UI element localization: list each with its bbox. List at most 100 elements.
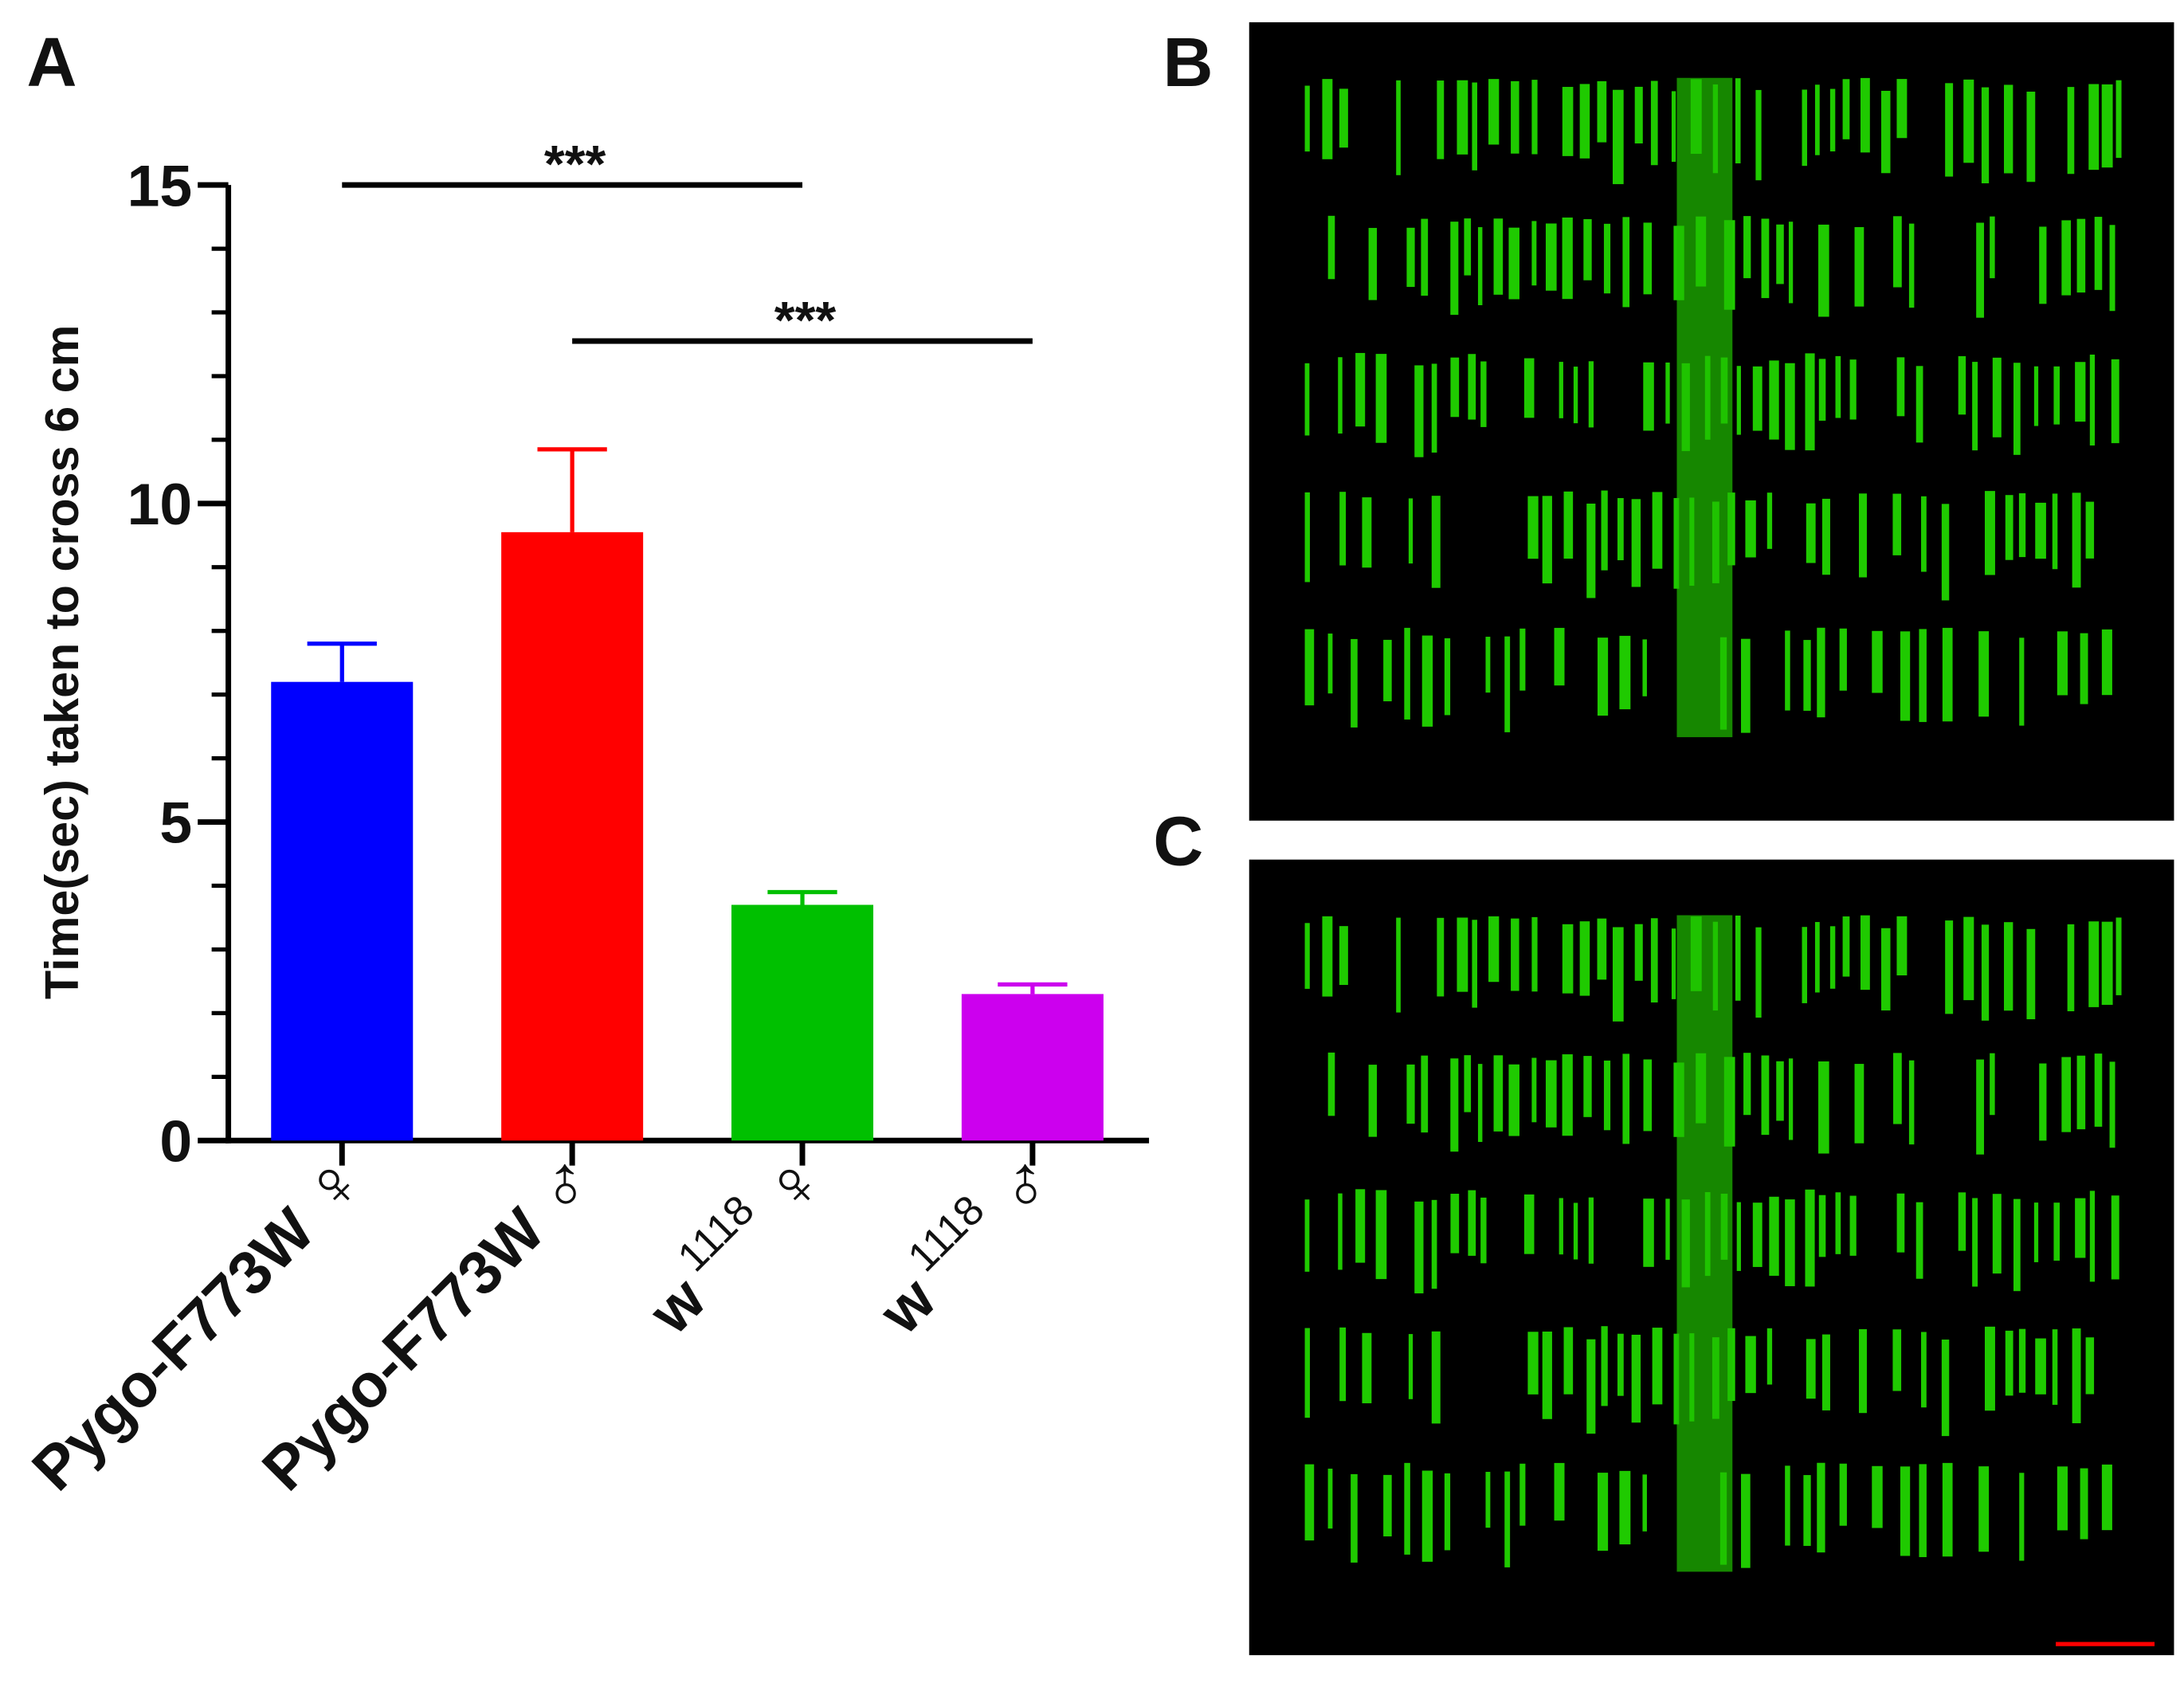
muscle-fiber <box>1396 917 1401 1013</box>
muscle-fiber <box>2013 1198 2021 1292</box>
significance-label: *** <box>774 292 837 351</box>
muscle-fiber <box>2075 1198 2086 1258</box>
muscle-fiber <box>1835 1192 1841 1254</box>
muscle-fiber <box>2067 87 2075 175</box>
muscle-fiber <box>1597 80 1607 143</box>
muscle-fiber <box>2101 921 2113 1005</box>
muscle-fiber <box>1563 1327 1574 1395</box>
muscle-fiber <box>1634 86 1643 144</box>
muscle-fiber <box>1562 217 1573 300</box>
muscle-fiber <box>1531 80 1538 155</box>
muscle-fiber <box>2004 922 2013 1011</box>
muscle-fiber <box>1803 1475 1811 1546</box>
muscle-fiber <box>1408 498 1414 564</box>
muscle-fiber <box>1881 928 1891 1011</box>
muscle-fiber <box>1437 80 1445 159</box>
muscle-fiber <box>1802 927 1808 1003</box>
muscle-fiber <box>1978 631 1990 717</box>
muscle-fiber <box>1477 1064 1483 1143</box>
muscle-fiber <box>1431 496 1441 588</box>
muscle-fiber <box>1671 928 1676 999</box>
muscle-fiber <box>1892 1329 1902 1391</box>
muscle-fiber <box>1665 362 1670 424</box>
muscle-fiber <box>1634 924 1643 981</box>
muscle-fiber <box>1485 637 1491 693</box>
significance-label: *** <box>544 135 606 194</box>
muscle-fiber <box>1766 1328 1773 1385</box>
muscle-fiber <box>1821 1334 1830 1410</box>
muscle-fiber <box>1806 503 1816 563</box>
muscle-fiber <box>1457 917 1468 992</box>
muscle-fiber <box>1642 1474 1647 1532</box>
muscle-fiber <box>1493 1055 1504 1132</box>
muscle-fiber <box>2061 1057 2072 1132</box>
muscle-fiber <box>1785 630 1790 711</box>
muscle-fiber <box>1652 492 1663 569</box>
muscle-fiber <box>2072 1328 2081 1424</box>
muscle-fiber <box>1915 1202 1923 1279</box>
muscle-fiber <box>1896 1193 1905 1253</box>
muscle-fiber <box>1368 228 1378 300</box>
muscle-fiber <box>1736 366 1741 435</box>
muscle-fiber <box>1992 1194 2002 1274</box>
muscle-fiber <box>1818 224 1829 317</box>
muscle-fiber <box>1562 1054 1573 1136</box>
muscle-fiber <box>1990 1053 1995 1116</box>
muscle-fiber <box>1785 363 1795 450</box>
muscle-fiber <box>1958 1192 1966 1251</box>
muscle-fiber <box>1919 1464 1927 1558</box>
muscle-fiber <box>2101 84 2113 168</box>
muscle-fiber <box>1504 1471 1511 1567</box>
muscle-fiber <box>2052 493 2058 570</box>
muscle-fiber <box>1776 1061 1784 1121</box>
muscle-fiber <box>1893 216 1902 288</box>
muscle-fiber <box>1802 89 1808 167</box>
muscle-fiber <box>1761 218 1770 299</box>
muscle-fiber <box>1368 1065 1378 1137</box>
muscle-fiber <box>1945 83 1954 177</box>
muscle-fiber <box>1562 87 1574 156</box>
muscle-fiber <box>2075 362 2086 422</box>
muscle-fiber <box>1842 916 1850 977</box>
muscle-fiber <box>1805 1189 1815 1287</box>
muscle-fiber <box>1362 497 1372 568</box>
muscle-fiber <box>1915 366 1923 443</box>
muscle-fiber <box>1665 1198 1670 1260</box>
muscle-fiber <box>2053 366 2060 425</box>
muscle-fiber <box>1908 1060 1915 1145</box>
muscle-fiber <box>1523 358 1535 418</box>
muscle-fiber <box>1579 921 1590 996</box>
muscle-fiber <box>1601 1326 1608 1406</box>
muscle-fiber <box>2115 917 2122 995</box>
muscle-fiber <box>1488 79 1500 145</box>
muscle-fiber <box>1586 1339 1596 1434</box>
muscle-fiber <box>1504 636 1511 732</box>
muscle-fiber <box>1881 90 1891 174</box>
muscle-fiber <box>1745 1336 1756 1394</box>
muscle-fiber <box>1829 926 1836 989</box>
muscle-fiber <box>1842 79 1850 139</box>
muscle-fiber <box>1327 1052 1335 1116</box>
muscle-fiber <box>1559 1198 1563 1255</box>
muscle-fiber <box>2018 492 2026 558</box>
muscle-fiber <box>1523 1194 1535 1254</box>
muscle-fiber <box>1976 222 1985 318</box>
muscle-fiber <box>2080 1468 2088 1540</box>
muscle-fiber <box>1450 357 1460 418</box>
muscle-fiber <box>1921 496 1927 572</box>
muscle-fiber <box>1304 85 1310 152</box>
muscle-fiber <box>2035 1338 2046 1395</box>
muscle-fiber <box>1984 1326 1995 1411</box>
muscle-fiber <box>1383 639 1392 702</box>
muscle-fiber <box>2111 359 2119 444</box>
muscle-fiber <box>2115 80 2122 159</box>
muscle-fiber <box>2080 633 2088 704</box>
muscle-fiber <box>1612 89 1624 185</box>
muscle-fiber <box>1421 218 1429 296</box>
muscle-fiber <box>1383 1474 1392 1537</box>
muscle-fiber <box>1472 920 1477 1008</box>
muscle-fiber <box>1990 216 1995 279</box>
y-tick-label: 10 <box>127 472 193 537</box>
muscle-fiber <box>1941 1340 1950 1437</box>
muscle-fiber <box>1619 635 1631 710</box>
